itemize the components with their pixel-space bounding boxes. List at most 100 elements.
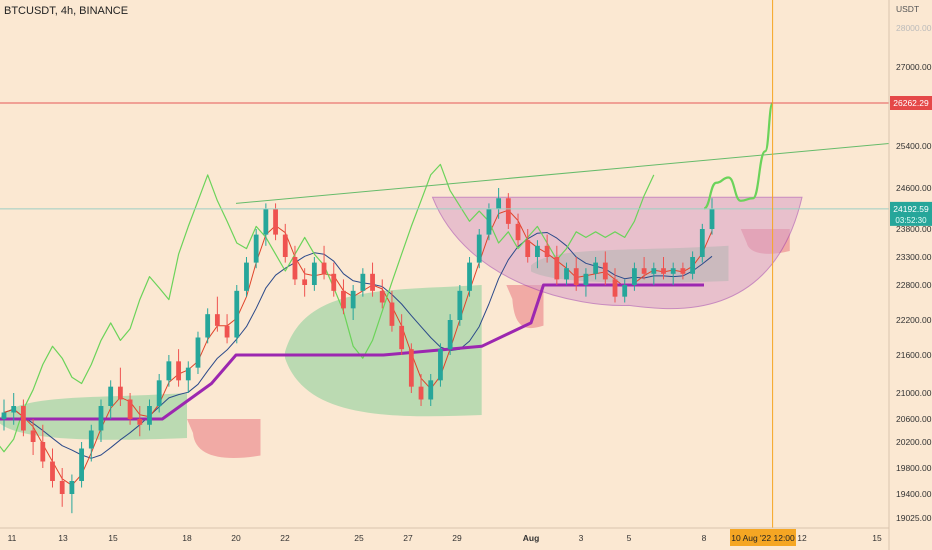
candle-body xyxy=(709,208,715,229)
candle-body xyxy=(447,320,453,350)
price-tick-label: 22200.00 xyxy=(896,315,932,325)
candle-body xyxy=(108,386,114,406)
purple-baseline xyxy=(0,283,704,421)
candle-body xyxy=(214,314,220,326)
candle-body xyxy=(399,325,405,350)
price-tick-label: 23800.00 xyxy=(896,224,932,234)
candle-body xyxy=(515,223,521,241)
alert-price-badge xyxy=(890,96,932,110)
candle-body xyxy=(11,406,17,413)
candle-body xyxy=(185,367,191,381)
candle-body xyxy=(593,262,599,274)
candle-body xyxy=(147,406,152,425)
price-tick-label: 20200.00 xyxy=(896,437,932,447)
candle-body xyxy=(69,481,75,494)
candle-body xyxy=(486,208,492,235)
price-scale-panel[interactable] xyxy=(889,0,932,550)
candle-body xyxy=(117,386,123,400)
candle-body xyxy=(602,262,608,280)
candle-body xyxy=(379,290,385,303)
candle-body xyxy=(418,386,424,400)
candle-body xyxy=(302,279,308,285)
candle-body xyxy=(50,461,55,481)
candle-body xyxy=(234,290,240,338)
cursor-date-badge xyxy=(730,529,796,546)
candle-body xyxy=(680,268,686,274)
candle-body xyxy=(564,268,569,280)
lagging-span xyxy=(0,163,655,453)
price-tick-label: 21000.00 xyxy=(896,388,932,398)
candle-body xyxy=(632,268,637,285)
candle-body xyxy=(651,268,657,274)
candle-body xyxy=(428,380,434,400)
time-ticks: 11 13 15 18 20 22 25 27 29 Aug 3 5 8 12 15 xyxy=(8,533,882,543)
price-tick-label: 21600.00 xyxy=(896,350,932,360)
candle-body xyxy=(661,268,666,274)
candle-body xyxy=(127,399,133,419)
time-tick-label: 27 xyxy=(403,533,413,543)
candle-body xyxy=(641,268,647,274)
candle-body xyxy=(244,262,249,291)
alert-price-text: 26262.29 xyxy=(893,98,929,108)
candle-body xyxy=(350,290,356,309)
time-tick-label: 15 xyxy=(872,533,882,543)
candle-body xyxy=(554,257,560,280)
price-ticks: 28000.00 27000.00 25400.00 24600.00 23800.00… xyxy=(896,23,932,523)
candle-body xyxy=(79,448,84,481)
price-tick-label: 19400.00 xyxy=(896,489,932,499)
price-levels xyxy=(0,0,889,528)
candle-body xyxy=(699,229,705,257)
trendline xyxy=(235,143,890,204)
time-tick-label: Aug xyxy=(523,533,540,543)
time-tick-label: 15 xyxy=(108,533,118,543)
candle-body xyxy=(282,234,288,257)
candle-body xyxy=(59,481,65,494)
candle-body xyxy=(321,262,327,274)
candle-body xyxy=(263,208,269,235)
candle-body xyxy=(30,430,36,442)
candle-body xyxy=(341,290,346,309)
last-price-text: 24192.59 xyxy=(893,204,929,214)
candle-body xyxy=(457,290,463,320)
price-tick-label: 22800.00 xyxy=(896,280,932,290)
candle-body xyxy=(292,257,298,280)
candle-body xyxy=(670,268,676,274)
price-tick-label: 19025.00 xyxy=(896,513,932,523)
price-tick-label: 20600.00 xyxy=(896,414,932,424)
candle-body xyxy=(176,361,181,381)
cursor-date-label: 10 Aug '22 12:00 xyxy=(731,533,795,543)
currency-label: USDT xyxy=(896,4,919,14)
candle-body xyxy=(467,262,472,291)
price-tick-label: 25400.00 xyxy=(896,141,932,151)
time-tick-label: 29 xyxy=(452,533,462,543)
time-tick-label: 8 xyxy=(702,533,707,543)
candle-body xyxy=(612,279,618,297)
price-badges: 26262.29 24192.59 03:52:30 xyxy=(890,96,932,226)
candle-body xyxy=(331,273,337,291)
candle-body xyxy=(573,268,579,285)
price-tick-label: 28000.00 xyxy=(896,23,932,33)
time-tick-label: 5 xyxy=(627,533,632,543)
time-tick-label: 22 xyxy=(280,533,290,543)
symbol-title[interactable]: BTCUSDT, 4h, BINANCE xyxy=(4,5,129,17)
price-tick-label: 24600.00 xyxy=(896,183,932,193)
candle-body xyxy=(360,273,366,291)
candle-body xyxy=(20,406,26,431)
candle-body xyxy=(273,208,278,235)
candle-body xyxy=(496,198,502,209)
candle-body xyxy=(438,349,443,381)
time-tick-label: 13 xyxy=(58,533,68,543)
countdown-text: 03:52:30 xyxy=(895,216,927,225)
candle-body xyxy=(505,198,511,224)
candle-body xyxy=(195,337,201,368)
price-tick-label: 23300.00 xyxy=(896,252,932,262)
candles xyxy=(1,188,715,514)
candle-body xyxy=(137,419,143,425)
candle-body xyxy=(622,285,628,297)
last-price-badge xyxy=(890,201,932,226)
candle-body xyxy=(544,245,550,257)
candle-body xyxy=(1,412,7,419)
price-tick-label: 27000.00 xyxy=(896,62,932,72)
